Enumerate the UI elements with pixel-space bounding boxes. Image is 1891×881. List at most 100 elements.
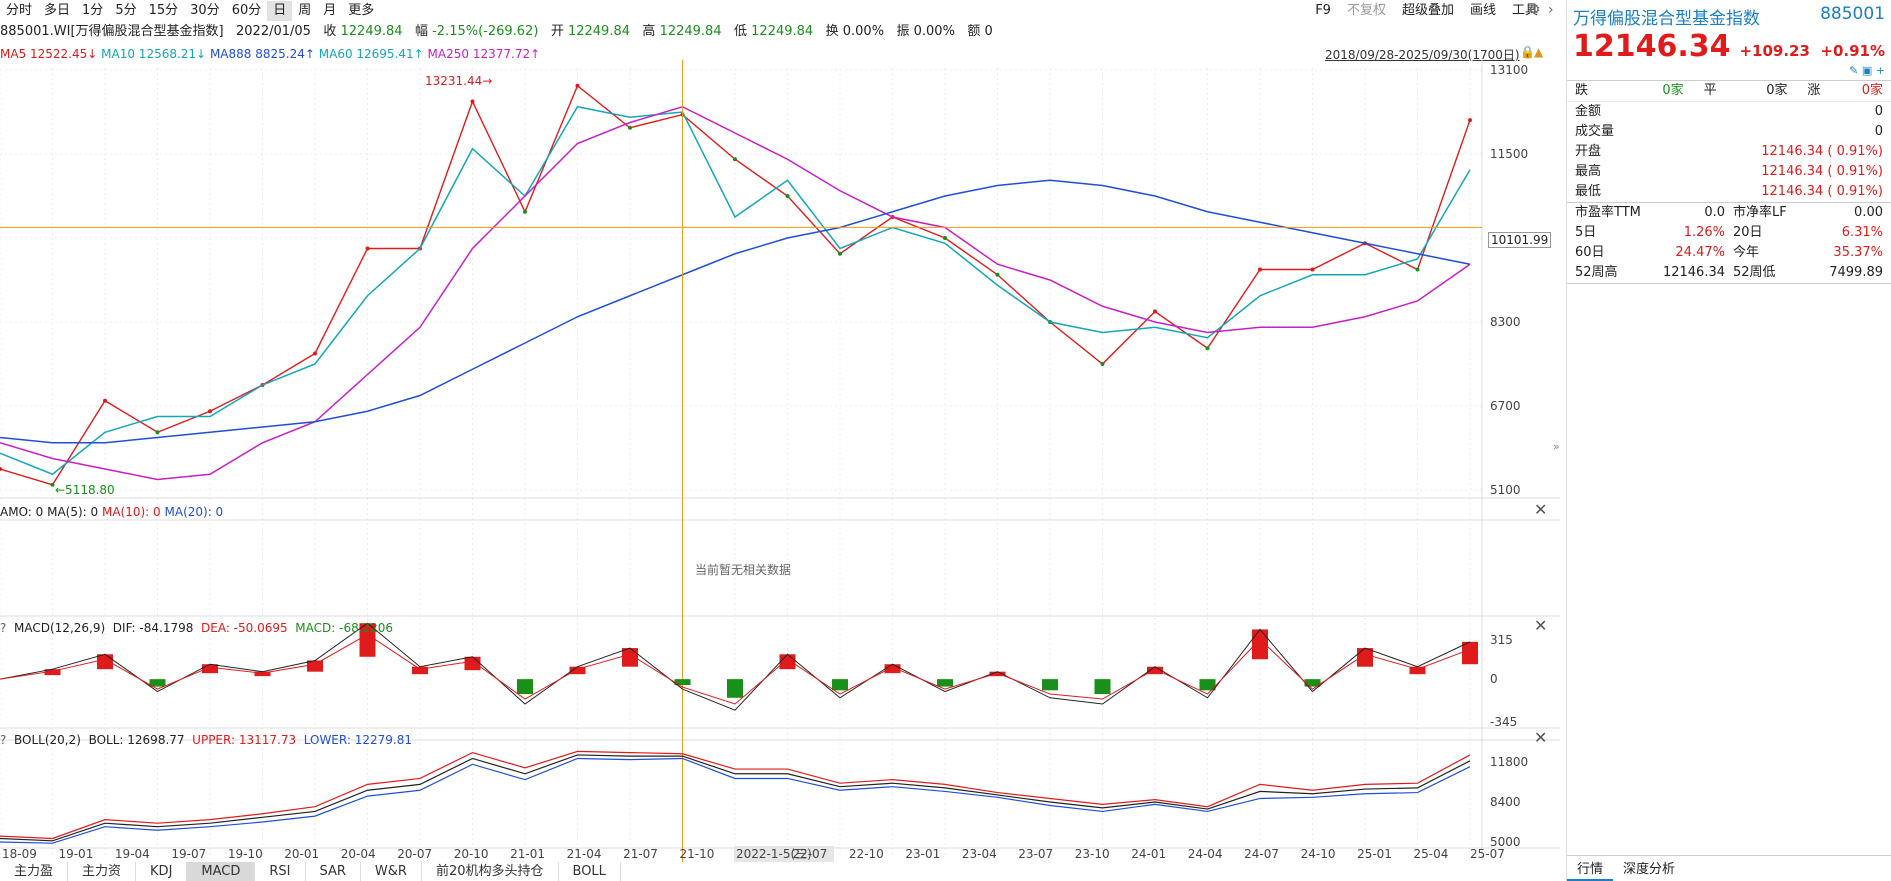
x-tick-label: 19-04 — [115, 847, 150, 861]
flag-icon[interactable]: ▲ — [1534, 45, 1544, 59]
period-tab-4[interactable]: 15分 — [148, 3, 179, 18]
macd-bar — [1147, 666, 1163, 675]
period-tab-0[interactable]: 分时 — [6, 3, 33, 18]
close-macd-icon[interactable]: ✕ — [1534, 616, 1548, 635]
close-boll-icon[interactable]: ✕ — [1534, 728, 1548, 747]
kline-point — [575, 83, 580, 88]
open-value: 12249.84 — [567, 24, 630, 39]
x-tick-label: 25-04 — [1414, 847, 1449, 861]
x-tick-label: 21-07 — [623, 847, 658, 861]
lock-icon[interactable]: 🔒 — [1520, 45, 1535, 59]
high-label: 高 — [642, 24, 656, 39]
grid-lines — [0, 60, 1560, 860]
indicator-tab-4[interactable]: RSI — [255, 862, 306, 881]
boll-lower: LOWER: 12279.81 — [303, 733, 412, 747]
quote-row: 最低 12146.34 ( 0.91%) — [1567, 182, 1891, 202]
x-tick-label: 19-07 — [171, 847, 206, 861]
series-line-ma888 — [0, 179, 1471, 444]
help-icon-boll[interactable]: ? — [0, 733, 7, 747]
add-icon[interactable]: + — [1875, 64, 1885, 77]
kline-point — [313, 351, 317, 356]
period-tab-9[interactable]: 月 — [323, 3, 337, 18]
edit-icon[interactable]: ✎ — [1849, 64, 1859, 77]
macd-bar — [464, 656, 481, 671]
quote-row-value: 0 — [1874, 104, 1883, 119]
boll-y-tick: 8400 — [1490, 795, 1521, 809]
x-cursor-box — [734, 846, 834, 862]
period-tab-7[interactable]: 日 — [267, 1, 293, 21]
indicator-tabs: 主力盈 主力资 KDJ MACD RSI SAR W&R 前20机构多头持仓 BOLL — [0, 862, 621, 881]
quote-rows: 金额 0 成交量 0 开盘 12146.34 ( 0.91%) 最高 12146.34 ( 0… — [1567, 102, 1891, 202]
pe-value: 0.0 — [1704, 205, 1725, 220]
kline-point — [103, 398, 107, 403]
date-range-link[interactable]: 2018/09/28-2025/09/30(1700日) — [1325, 48, 1520, 62]
close-label: 收 — [323, 24, 337, 39]
x-tick-label: 24-10 — [1301, 847, 1336, 861]
period-tab-6[interactable]: 60分 — [231, 3, 262, 18]
series-line-ma250 — [0, 105, 1471, 481]
amo-empty-text: 当前暂无相关数据 — [695, 563, 792, 577]
amount-label: 额 — [967, 24, 981, 39]
tab-quote[interactable]: 行情 — [1567, 856, 1614, 881]
x-tick-label: 21-01 — [510, 847, 545, 861]
indicator-tab-8[interactable]: BOLL — [559, 862, 621, 881]
indicator-tab-3[interactable]: MACD — [187, 862, 256, 881]
period-tab-8[interactable]: 周 — [298, 3, 312, 18]
indicator-tab-2[interactable]: KDJ — [136, 862, 188, 881]
indicator-tab-0[interactable]: 主力盈 — [0, 862, 69, 881]
code-name: 885001.WI[万得偏股混合型基金指数] — [0, 24, 224, 39]
macd-bar — [1357, 648, 1373, 667]
quote-name: 万得偏股混合型基金指数 — [1573, 9, 1760, 29]
kline-point — [523, 209, 527, 214]
toolbar-item-4[interactable]: 工具 — [1511, 3, 1538, 18]
kline-point — [995, 272, 1000, 277]
indicator-tab-5[interactable]: SAR — [306, 862, 361, 881]
macd-bar — [1199, 679, 1216, 691]
tab-depth[interactable]: 深度分析 — [1623, 862, 1676, 877]
save-icon[interactable]: ▣ — [1861, 64, 1873, 77]
toolbar-item-1[interactable]: 不复权 — [1346, 3, 1386, 18]
collapse-icon[interactable]: » — [1553, 440, 1560, 453]
close-amo-icon[interactable]: ✕ — [1534, 500, 1548, 519]
x-tick-label: 20-07 — [397, 847, 432, 861]
macd-bar — [1252, 629, 1268, 660]
d20-label: 20日 — [1733, 225, 1763, 240]
period-tab-10[interactable]: 更多 — [348, 3, 375, 18]
period-tab-5[interactable]: 30分 — [190, 3, 220, 18]
indicator-tab-7[interactable]: 前20机构多头持仓 — [422, 862, 559, 881]
macd-bar — [1304, 679, 1321, 687]
kline-point — [50, 482, 55, 487]
kline-point — [1468, 118, 1472, 123]
kline-point — [1258, 267, 1262, 272]
boll-y-tick: 5000 — [1490, 835, 1521, 849]
settings-icon[interactable]: ⚙ — [1528, 2, 1541, 18]
quote-code: 885001 — [1820, 4, 1885, 24]
macd-bar — [517, 679, 533, 695]
toolbar-item-0[interactable]: F9 — [1315, 3, 1331, 18]
toolbar-item-2[interactable]: 超级叠加 — [1401, 3, 1454, 18]
chevron-right-icon[interactable]: › — [1548, 2, 1554, 18]
x-tick-label: 23-01 — [905, 847, 940, 861]
high-value: 12249.84 — [659, 24, 722, 39]
quote-row-label: 最低 — [1575, 184, 1602, 199]
boll-label: BOLL(20,2) — [14, 733, 81, 747]
macd-dea: DEA: -50.0695 — [201, 621, 288, 635]
toolbar-item-3[interactable]: 画线 — [1469, 3, 1496, 18]
period-tab-1[interactable]: 多日 — [44, 3, 71, 18]
indicator-tab-1[interactable]: 主力资 — [68, 862, 137, 881]
period-tab-3[interactable]: 5分 — [115, 3, 137, 18]
macd-chart — [0, 622, 1478, 711]
macd-y-tick: -345 — [1490, 715, 1517, 729]
x-tick-label: 18-09 — [2, 847, 37, 861]
help-icon[interactable]: ? — [0, 621, 7, 635]
period-tab-2[interactable]: 1分 — [82, 3, 104, 18]
low-label: 低 — [734, 24, 748, 39]
macd-bar — [412, 666, 428, 675]
x-tick-label: 20-04 — [341, 847, 376, 861]
kline-point — [1310, 267, 1315, 272]
ma-legend: MA5 12522.45↓ MA10 12568.21↓ MA888 8825.… — [0, 45, 540, 63]
y-tick-label: 8300 — [1490, 315, 1521, 329]
indicator-tab-6[interactable]: W&R — [361, 862, 422, 881]
x-tick-label: 20-01 — [284, 847, 319, 861]
d60-value: 24.47% — [1675, 245, 1725, 260]
